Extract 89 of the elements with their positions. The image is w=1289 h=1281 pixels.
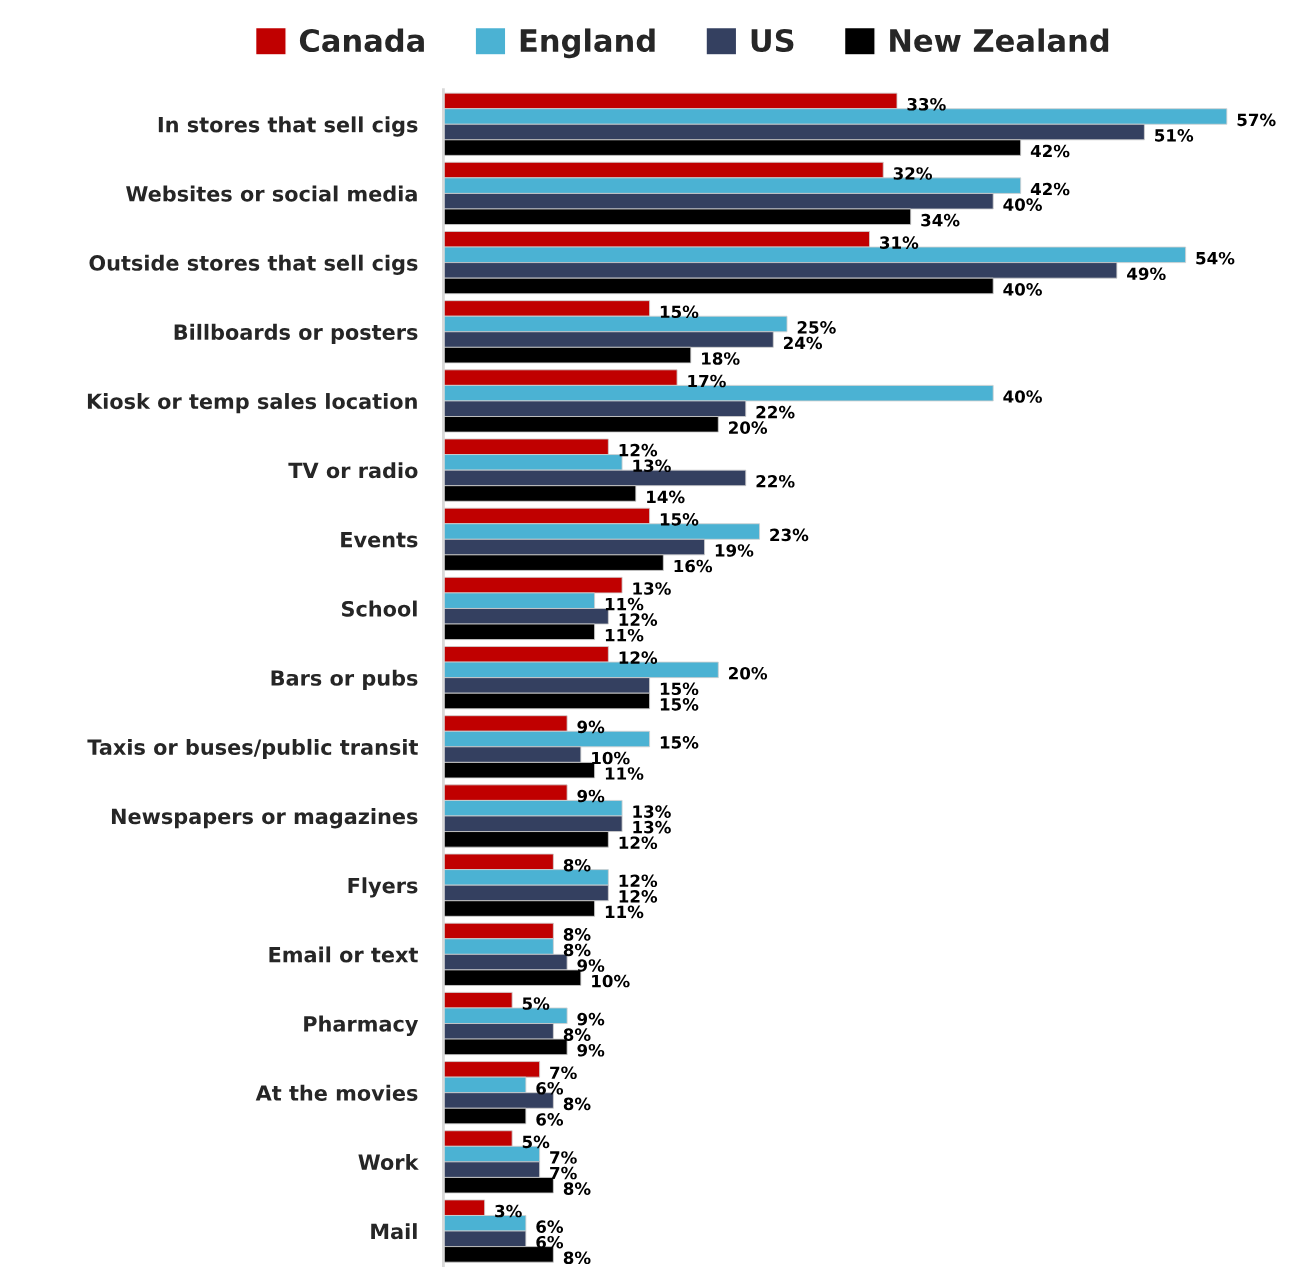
data-label: 40% [1003, 390, 1042, 403]
data-label: 24% [784, 336, 823, 350]
legend-label: England [520, 28, 655, 59]
data-label: 5% [522, 1135, 550, 1149]
data-label: 5% [522, 997, 550, 1010]
data-label: 12% [619, 443, 658, 457]
data-label: 3% [495, 1204, 522, 1218]
y-tick-label: Flyers [348, 877, 418, 898]
data-label: 19% [715, 544, 754, 557]
data-label: 16% [674, 559, 713, 573]
data-label: 11% [605, 905, 644, 919]
data-label: 13% [633, 805, 671, 818]
data-label: 15% [660, 698, 699, 711]
data-label: 42% [1030, 182, 1070, 196]
data-label: 8% [563, 858, 591, 872]
data-label: 9% [577, 959, 605, 972]
data-label: 33% [907, 97, 946, 111]
data-label: 11% [605, 628, 644, 642]
data-label: 15% [660, 305, 699, 319]
data-label: 8% [563, 943, 591, 957]
data-label: 7% [550, 1066, 577, 1080]
data-label: 18% [702, 352, 740, 365]
data-label: 8% [563, 1182, 591, 1195]
data-label: 51% [1155, 129, 1194, 142]
y-tick-label: Newspapers or magazines [111, 808, 418, 829]
data-label: 20% [729, 666, 768, 680]
y-tick-label: At the movies [255, 1084, 418, 1101]
data-label: 9% [577, 720, 605, 734]
data-label: 25% [797, 321, 836, 334]
data-label: 57% [1237, 113, 1276, 127]
data-label: 12% [619, 874, 658, 888]
y-tick-label: School [341, 600, 417, 617]
data-label: 8% [563, 1097, 591, 1111]
y-tick-label: TV or radio [288, 462, 418, 479]
data-label: 22% [756, 405, 795, 419]
y-tick-label: Work [358, 1153, 419, 1171]
y-tick-label: Mail [371, 1223, 417, 1240]
y-tick-label: Email or text [269, 946, 418, 963]
data-label: 8% [563, 1251, 591, 1265]
y-tick-label: Outside stores that sell cigs [89, 254, 418, 276]
data-label: 6% [536, 1113, 564, 1126]
data-label: 23% [770, 528, 809, 542]
y-tick-label: Pharmacy [304, 1015, 419, 1036]
data-label: 9% [577, 1012, 605, 1026]
data-label: 9% [577, 789, 605, 803]
data-label: 13% [633, 582, 671, 595]
data-label: 10% [592, 974, 630, 988]
data-label: 8% [563, 928, 591, 941]
data-label: 9% [577, 1043, 605, 1057]
data-label: 7% [550, 1166, 577, 1180]
data-label: 22% [756, 474, 795, 488]
data-label: 14% [647, 490, 685, 504]
data-label: 13% [633, 820, 671, 834]
data-label: 32% [893, 167, 932, 180]
y-tick-label: Bars or pubs [271, 669, 418, 690]
data-label: 11% [605, 597, 644, 611]
y-tick-label: Taxis or buses/public transit [87, 738, 418, 760]
y-tick-label: Kiosk or temp sales location [87, 393, 417, 414]
data-label: 31% [880, 236, 919, 249]
data-label: 15% [660, 513, 699, 526]
data-label: 42% [1030, 144, 1070, 158]
data-label: 8% [563, 1028, 591, 1041]
data-label: 10% [592, 751, 630, 765]
data-label: 12% [619, 613, 658, 626]
data-label: 6% [536, 1081, 564, 1095]
y-tick-label: Billboards or posters [174, 323, 418, 345]
data-label: 54% [1196, 251, 1235, 265]
data-label: 40% [1003, 283, 1042, 296]
data-label: 12% [619, 651, 658, 664]
data-label: 13% [633, 459, 671, 473]
y-tick-label: Websites or social media [126, 185, 417, 202]
data-label: 40% [1003, 198, 1042, 211]
data-label: 12% [619, 836, 658, 850]
data-label: 7% [550, 1151, 577, 1164]
legend-label: US [751, 28, 794, 53]
data-label: 12% [619, 890, 658, 903]
data-label: 17% [688, 374, 726, 388]
data-label: 11% [605, 767, 644, 780]
data-label: 49% [1127, 267, 1166, 281]
data-label: 15% [660, 736, 699, 749]
y-tick-label: Events [341, 532, 418, 548]
legend-label: Canada [299, 28, 424, 53]
data-label: 20% [729, 421, 768, 434]
data-label: 34% [921, 213, 960, 227]
data-label: 6% [536, 1235, 564, 1249]
y-tick-label: In stores that sell cigs [158, 116, 418, 137]
legend-label: New Zealand [890, 28, 1109, 53]
data-label: 15% [660, 682, 699, 696]
data-label: 6% [536, 1220, 564, 1233]
